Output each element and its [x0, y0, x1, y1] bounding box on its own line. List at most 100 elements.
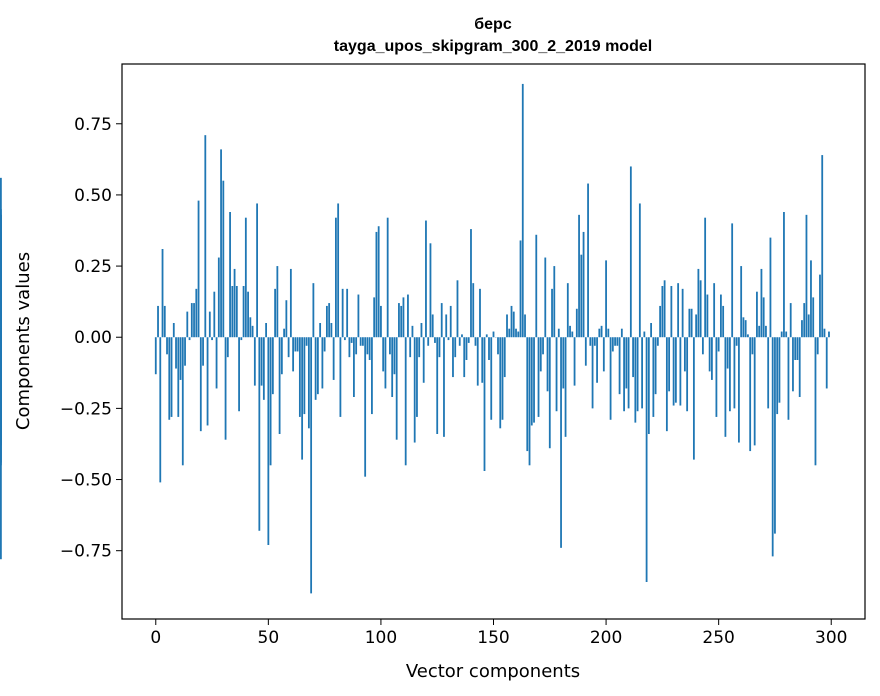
- bar-53: [274, 288, 277, 338]
- bar-60: [289, 268, 292, 338]
- bar-69: [310, 337, 313, 594]
- bar-96: [371, 337, 373, 415]
- bar-242: [699, 280, 702, 338]
- bar-268: [758, 325, 761, 338]
- bar-14: [186, 311, 189, 338]
- y-tick-label: 0.50: [74, 186, 112, 206]
- bar-119: [422, 337, 425, 383]
- chart-subtitle: tayga_upos_skipgram_300_2_2019 model: [334, 38, 652, 55]
- bar-252: [722, 305, 725, 338]
- bar-87: [350, 337, 353, 343]
- x-tick-label: 300: [815, 628, 847, 648]
- bar-248: [713, 283, 716, 338]
- bar-174: [546, 337, 549, 392]
- bar-undefined: [0, 331, 2, 338]
- bar-110: [402, 297, 405, 338]
- bar-79: [332, 337, 335, 380]
- bar-189: [580, 254, 583, 338]
- bar-240: [695, 314, 698, 338]
- bar-286: [798, 337, 801, 397]
- bar-253: [724, 337, 727, 437]
- bar-144: [479, 288, 481, 338]
- bar-225: [661, 286, 664, 338]
- bar-181: [562, 337, 565, 389]
- bar-187: [575, 308, 578, 338]
- bar-40: [244, 217, 247, 338]
- bar-52: [271, 337, 274, 395]
- bar-161: [517, 331, 520, 338]
- bar-279: [783, 212, 785, 338]
- bar-158: [510, 305, 513, 338]
- bar-291: [810, 260, 812, 338]
- x-tick-label: 200: [590, 628, 622, 648]
- bar-8: [172, 323, 175, 338]
- bar-21: [202, 337, 204, 366]
- bar-77: [328, 303, 331, 338]
- bar-35: [233, 268, 236, 338]
- bar-193: [589, 337, 592, 346]
- bar-94: [366, 337, 369, 355]
- bar-223: [656, 337, 659, 346]
- bar-28: [217, 257, 220, 338]
- bar-257: [733, 337, 736, 409]
- bar-236: [686, 337, 689, 412]
- bar-51: [269, 337, 272, 466]
- bar-221: [652, 337, 655, 417]
- bar-231: [674, 337, 677, 403]
- bar-219: [647, 337, 650, 434]
- y-tick-label: −0.50: [60, 471, 112, 491]
- bar-67: [305, 337, 308, 346]
- bar-269: [760, 268, 763, 338]
- bar-83: [341, 288, 344, 338]
- bar-170: [537, 337, 540, 417]
- bar-250: [717, 337, 720, 352]
- bar-156: [506, 314, 508, 338]
- bar-106: [393, 337, 396, 375]
- bar-292: [812, 297, 815, 338]
- bar-100: [380, 305, 382, 338]
- bar-277: [778, 337, 781, 403]
- bar-265: [751, 337, 754, 355]
- bar-98: [375, 231, 378, 338]
- bar-46: [258, 337, 261, 531]
- bar-164: [524, 314, 526, 338]
- bar-136: [461, 334, 463, 338]
- bar-290: [807, 314, 810, 338]
- bar-251: [720, 294, 722, 338]
- bar-123: [431, 314, 434, 338]
- bar-133: [454, 337, 457, 358]
- bar-188: [578, 214, 580, 338]
- bar-224: [659, 305, 662, 338]
- bar-159: [512, 311, 515, 338]
- bar-281: [787, 337, 790, 420]
- bar-244: [704, 217, 707, 338]
- bar-7: [170, 337, 173, 417]
- bar-undefined: [0, 337, 2, 341]
- bar-209: [625, 337, 628, 389]
- bar-73: [319, 323, 322, 338]
- bar-152: [497, 337, 499, 355]
- bar-29: [220, 149, 222, 338]
- bar-179: [557, 328, 560, 338]
- bar-142: [474, 337, 477, 346]
- bar-95: [368, 337, 371, 360]
- bar-141: [472, 283, 475, 338]
- bar-27: [215, 337, 218, 389]
- bar-154: [501, 337, 504, 420]
- bar-191: [584, 337, 587, 366]
- bar-11: [179, 337, 182, 380]
- bar-90: [357, 294, 360, 338]
- bar-137: [463, 337, 466, 378]
- y-tick-label: 0.00: [74, 328, 112, 348]
- bar-147: [485, 334, 488, 338]
- bar-256: [731, 223, 734, 338]
- y-axis-label: Components values: [13, 252, 34, 430]
- bar-157: [508, 328, 511, 338]
- bar-186: [573, 337, 576, 386]
- bar-149: [490, 337, 493, 420]
- bar-298: [825, 337, 828, 389]
- bar-199: [602, 337, 605, 372]
- bar-81: [337, 203, 340, 338]
- bar-288: [803, 303, 806, 338]
- bar-58: [285, 300, 288, 338]
